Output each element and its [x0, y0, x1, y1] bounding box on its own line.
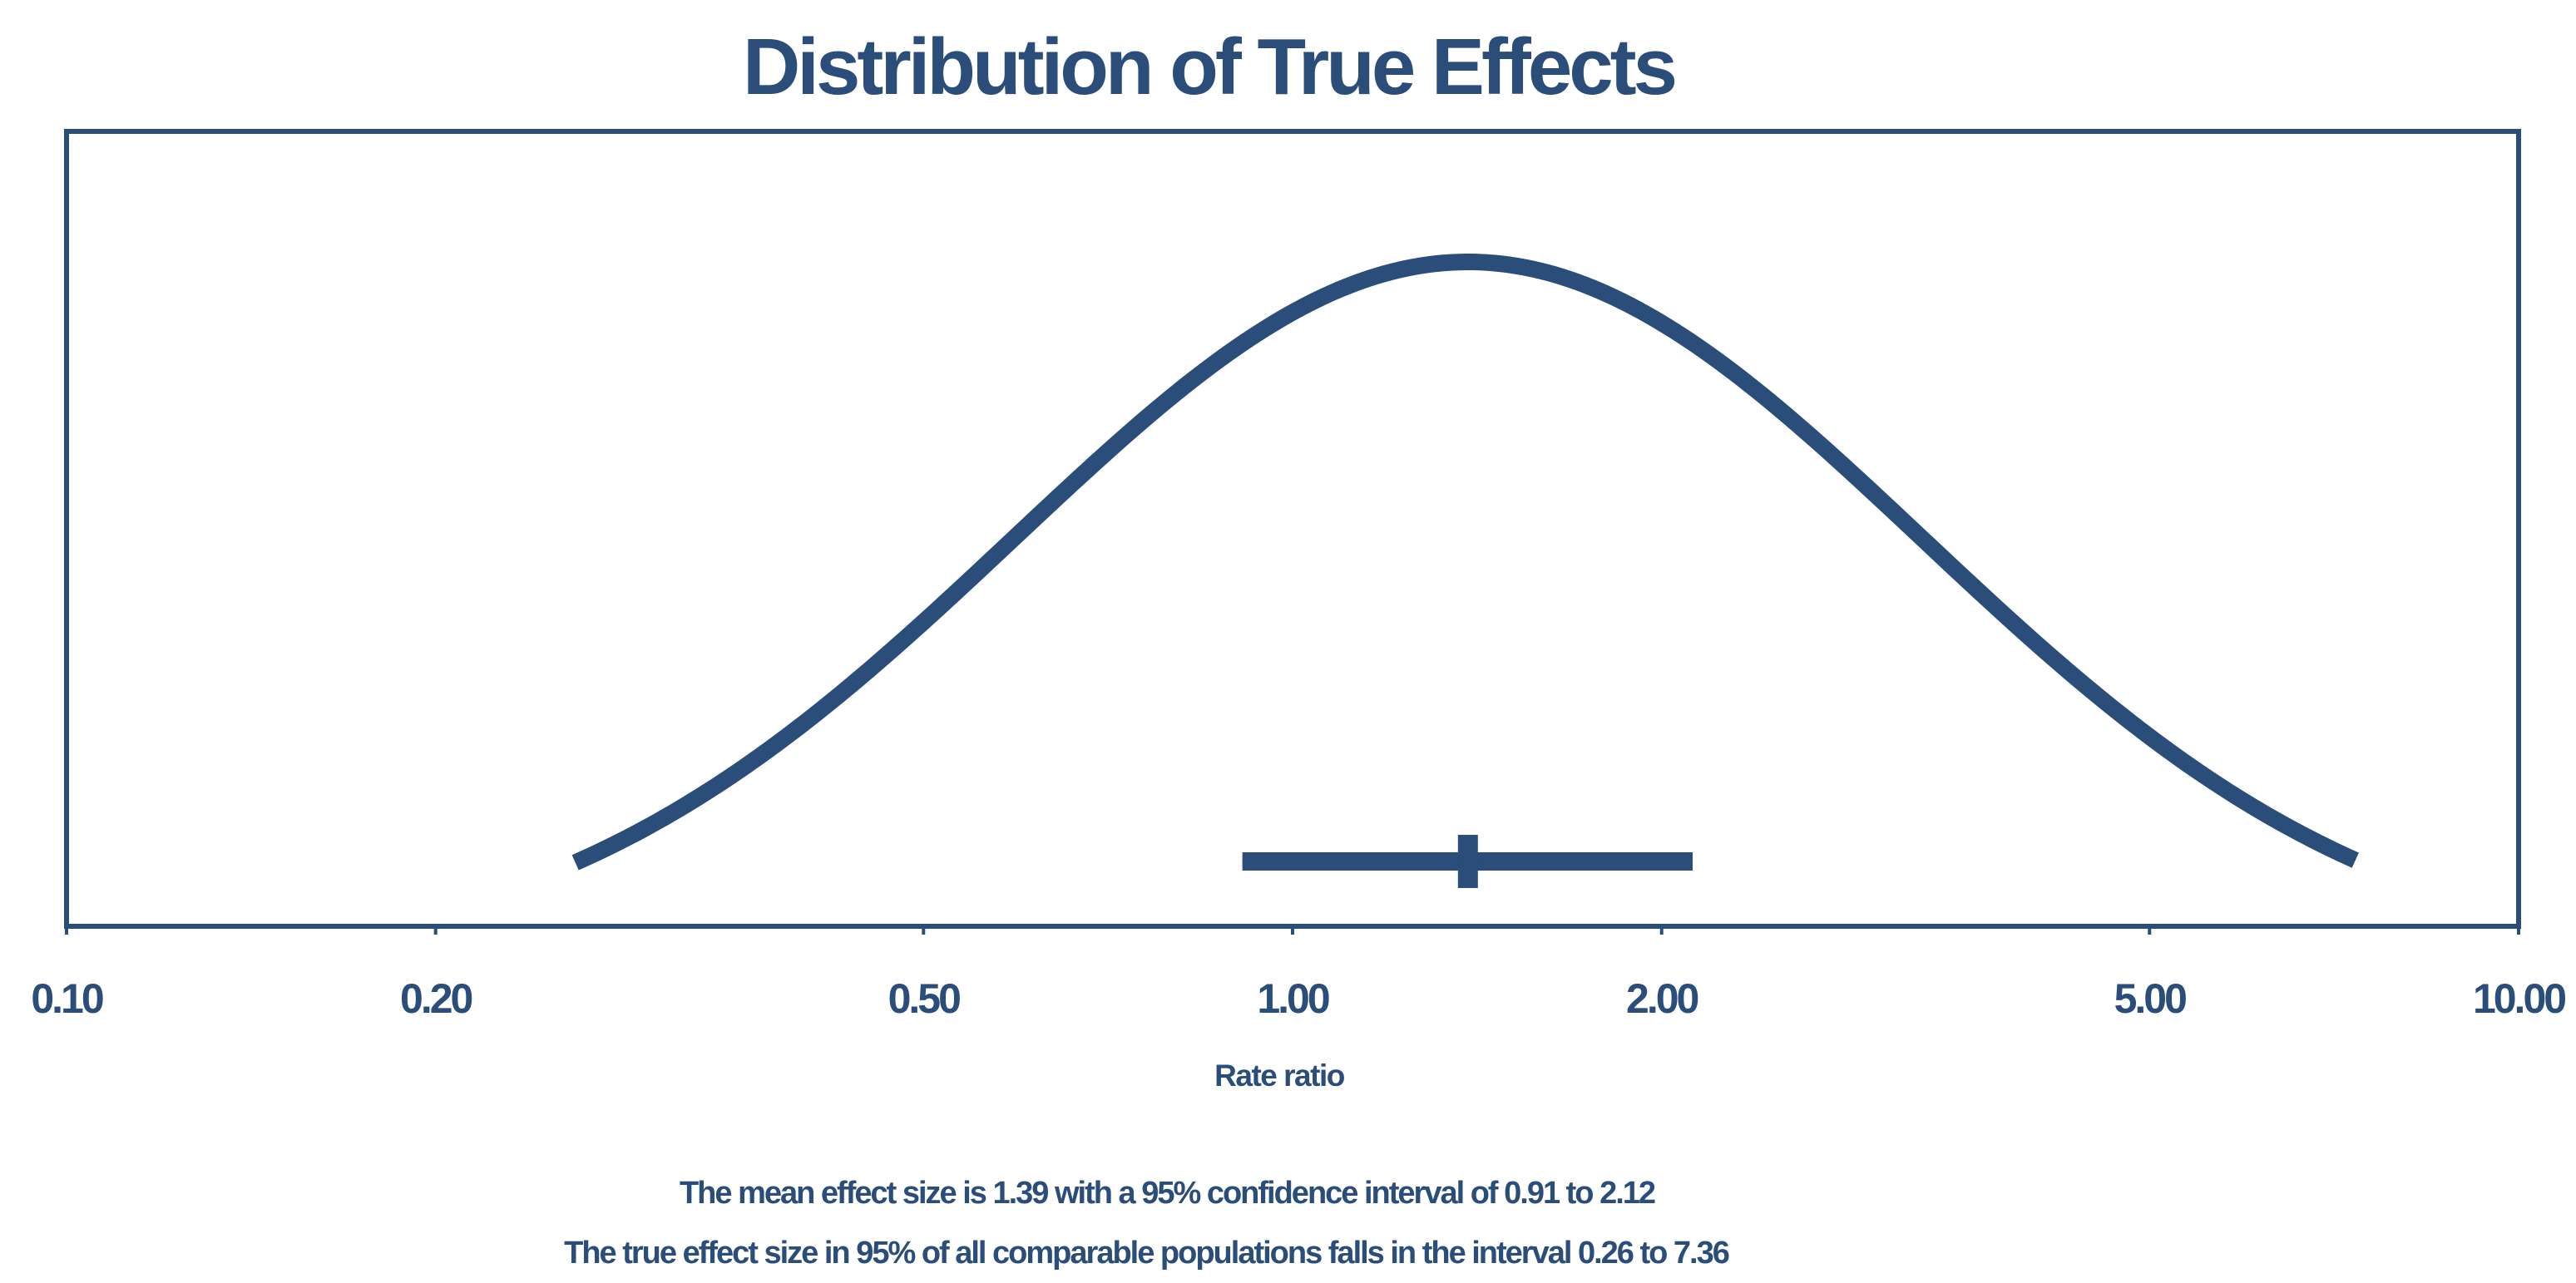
x-tick-label: 0.20 — [400, 975, 472, 1022]
x-tick-label: 1.00 — [1257, 975, 1329, 1022]
mean-effect-note: The mean effect size is 1.39 with a 95% … — [680, 1176, 1655, 1211]
x-tick-label: 2.00 — [1626, 975, 1698, 1022]
prediction-interval-note: The true effect size in 95% of all compa… — [564, 1236, 1729, 1271]
density-curve — [571, 254, 2359, 871]
x-tick-label: 5.00 — [2114, 975, 2187, 1022]
chart-title: Distribution of True Effects — [743, 22, 1675, 111]
x-axis-ticks: 0.10 0.20 0.50 1.00 2.00 5.00 10.00 — [31, 926, 2568, 1022]
x-tick-label: 10.00 — [2473, 975, 2565, 1022]
x-tick-label: 0.10 — [31, 975, 103, 1022]
x-axis-label: Rate ratio — [1214, 1058, 1345, 1093]
plot-area-frame — [64, 129, 2521, 929]
x-tick-label: 0.50 — [888, 975, 961, 1022]
